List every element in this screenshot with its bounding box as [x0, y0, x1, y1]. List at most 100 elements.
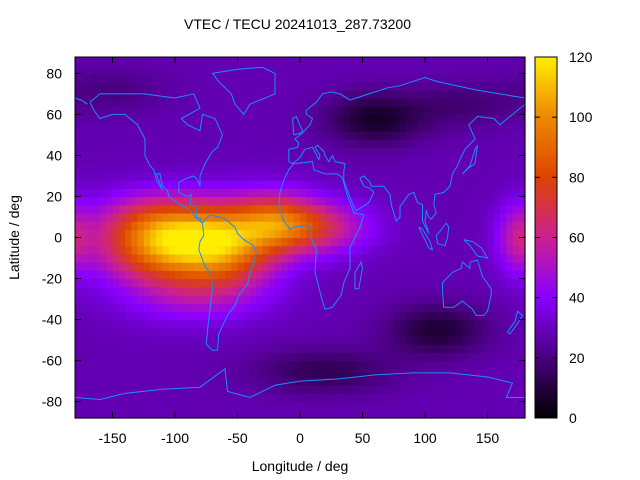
heatmap-cell — [162, 393, 170, 403]
heatmap-cell — [225, 130, 232, 140]
heatmap-cell — [206, 270, 214, 280]
heatmap-cell — [150, 81, 157, 91]
heatmap-cell — [462, 114, 470, 124]
heatmap-cell — [237, 65, 245, 74]
heatmap-cell — [343, 376, 351, 386]
heatmap-cell — [318, 196, 326, 206]
heatmap-cell — [162, 262, 170, 271]
heatmap-cell — [450, 171, 457, 181]
heatmap-cell — [143, 294, 151, 304]
heatmap-cell — [137, 212, 145, 222]
heatmap-cell — [156, 311, 164, 321]
heatmap-cell — [350, 130, 357, 140]
heatmap-cell — [418, 237, 426, 247]
heatmap-cell — [175, 147, 182, 157]
heatmap-cell — [187, 319, 195, 329]
heatmap-cell — [231, 106, 239, 116]
heatmap-cell — [512, 114, 520, 124]
heatmap-cell — [306, 171, 314, 181]
heatmap-cell — [312, 294, 320, 304]
heatmap-cell — [93, 114, 101, 124]
heatmap-cell — [225, 262, 232, 271]
heatmap-cell — [462, 188, 470, 198]
heatmap-cell — [481, 368, 489, 378]
heatmap-cell — [518, 180, 526, 189]
heatmap-cell — [506, 65, 514, 74]
heatmap-cell — [381, 311, 389, 321]
heatmap-cell — [168, 237, 176, 247]
heatmap-cell — [325, 212, 332, 222]
heatmap-cell — [100, 188, 107, 198]
heatmap-cell — [518, 196, 526, 206]
heatmap-cell — [75, 171, 82, 181]
heatmap-cell — [318, 65, 326, 74]
heatmap-cell — [356, 229, 364, 239]
heatmap-cell — [393, 385, 401, 394]
heatmap-cell — [181, 180, 189, 189]
heatmap-cell — [300, 319, 307, 329]
heatmap-cell — [93, 286, 101, 296]
heatmap-cell — [418, 245, 426, 255]
heatmap-cell — [143, 106, 151, 116]
heatmap-cell — [287, 130, 295, 140]
heatmap-cell — [350, 155, 357, 165]
heatmap-cell — [475, 114, 482, 124]
heatmap-cell — [75, 303, 82, 312]
heatmap-cell — [350, 368, 357, 378]
heatmap-cell — [262, 180, 270, 189]
heatmap-cell — [481, 106, 489, 116]
heatmap-cell — [337, 253, 345, 263]
heatmap-cell — [412, 311, 420, 321]
heatmap-cell — [468, 221, 476, 230]
heatmap-cell — [387, 278, 395, 288]
heatmap-cell — [337, 57, 345, 66]
heatmap-cell — [131, 344, 139, 353]
heatmap-cell — [200, 278, 207, 288]
heatmap-cell — [275, 221, 282, 230]
heatmap-cell — [406, 319, 414, 329]
coastline — [74, 97, 88, 105]
heatmap-cell — [131, 163, 139, 173]
heatmap-cell — [106, 352, 114, 362]
heatmap-cell — [418, 278, 426, 288]
heatmap-cell — [287, 360, 295, 370]
heatmap-cell — [343, 262, 351, 271]
heatmap-cell — [325, 401, 332, 411]
heatmap-cell — [212, 212, 220, 222]
heatmap-cell — [500, 130, 507, 140]
heatmap-cell — [443, 130, 451, 140]
heatmap-cell — [418, 401, 426, 411]
heatmap-cell — [437, 311, 445, 321]
heatmap-cell — [481, 278, 489, 288]
heatmap-cell — [137, 335, 145, 345]
heatmap-cell — [462, 319, 470, 329]
heatmap-cell — [218, 57, 226, 66]
heatmap-cell — [175, 253, 182, 263]
heatmap-cell — [268, 368, 276, 378]
heatmap-cell — [181, 81, 189, 91]
heatmap-cell — [418, 65, 426, 74]
heatmap-cell — [425, 327, 432, 337]
heatmap-cell — [425, 98, 432, 107]
heatmap-cell — [300, 286, 307, 296]
heatmap-cell — [325, 57, 332, 66]
heatmap-cell — [381, 171, 389, 181]
heatmap-cell — [106, 180, 114, 189]
heatmap-cell — [331, 262, 339, 271]
heatmap-cell — [87, 114, 95, 124]
heatmap-cell — [75, 360, 82, 370]
heatmap-cell — [168, 180, 176, 189]
heatmap-cell — [81, 229, 89, 239]
heatmap-cell — [450, 221, 457, 230]
heatmap-cell — [375, 147, 382, 157]
heatmap-cell — [106, 188, 114, 198]
heatmap-cell — [393, 65, 401, 74]
heatmap-cell — [187, 229, 195, 239]
heatmap-cell — [218, 139, 226, 148]
heatmap-cell — [362, 303, 370, 312]
heatmap-cell — [75, 229, 82, 239]
heatmap-cell — [487, 73, 495, 83]
heatmap-cell — [462, 401, 470, 411]
heatmap-cell — [200, 237, 207, 247]
heatmap-cell — [443, 262, 451, 271]
